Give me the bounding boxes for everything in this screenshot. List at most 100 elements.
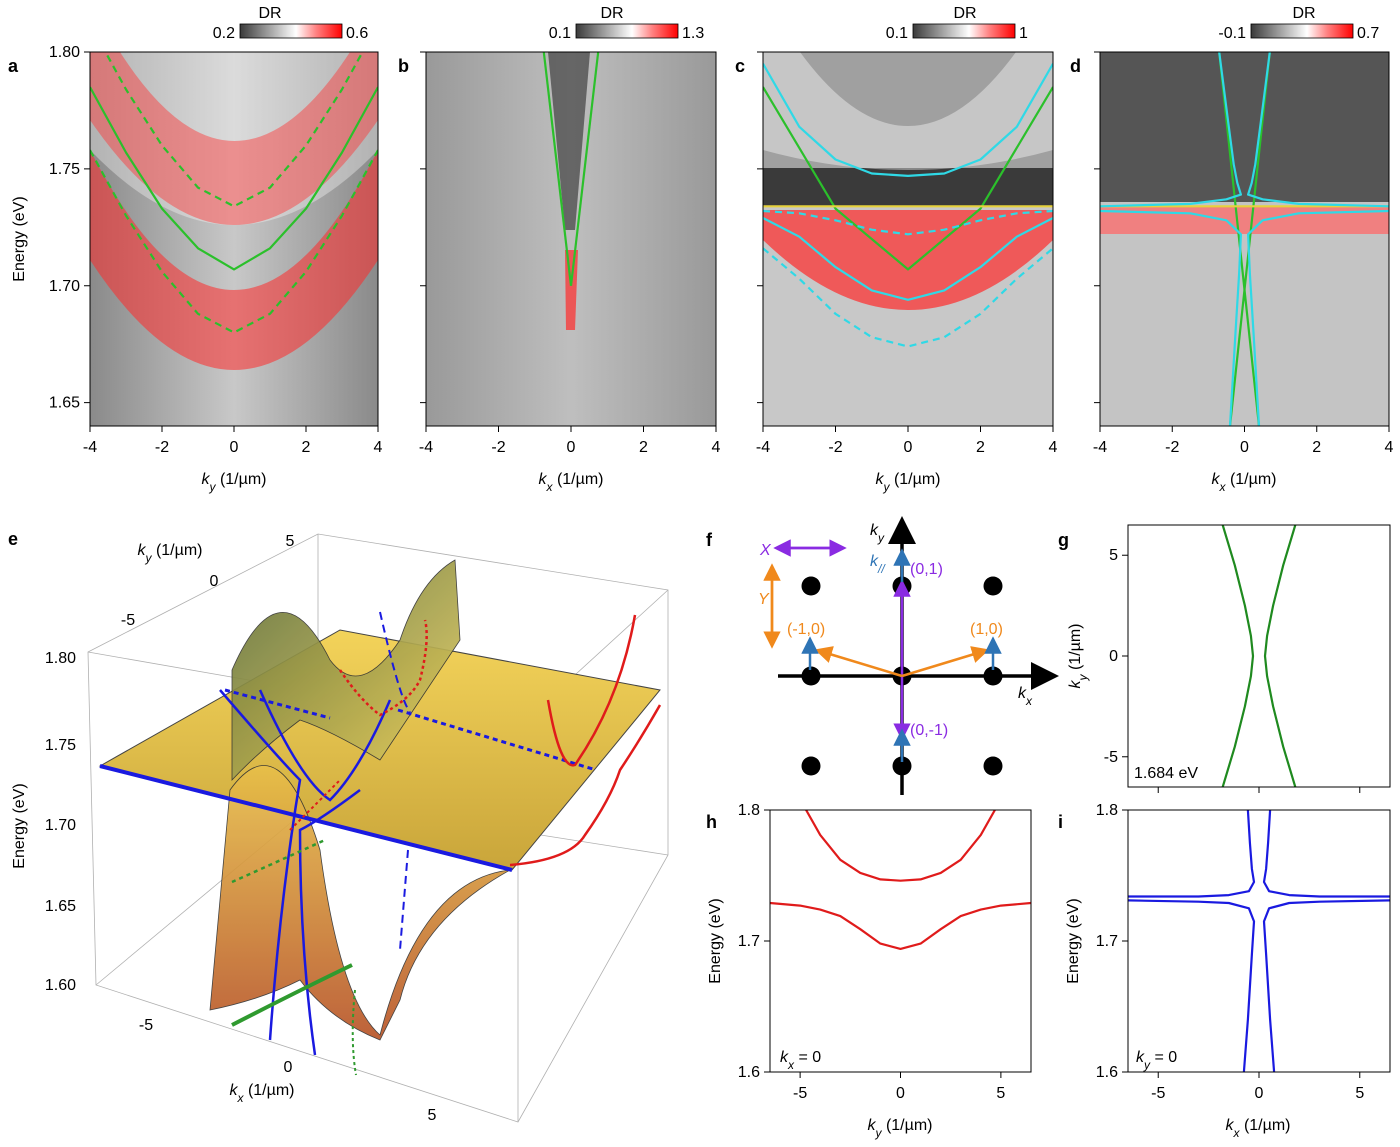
y-tick-label-a-3: 1.80 (49, 44, 80, 61)
f-legend-kpar: k// (870, 553, 886, 576)
e-ky-label: ky (1/µm) (138, 542, 203, 565)
f-legend: X Y k// (758, 539, 886, 649)
y-tick-label-h-1: 1.7 (738, 933, 760, 950)
y-tick-label-i-0: 1.6 (1096, 1064, 1118, 1081)
series-h-upper (805, 810, 996, 882)
series-d-photon_left (1218, 52, 1261, 426)
plot-a-lines (90, 52, 378, 334)
e-ky-tick-1: 0 (210, 573, 219, 590)
series-c-lower_dashed (763, 247, 1053, 348)
e-kx-label: kx (1/µm) (230, 1082, 295, 1105)
colorbar-a-label: DR (258, 5, 281, 22)
x-axis-label-a: ky (1/µm) (202, 471, 267, 494)
y-tick-label-a-2: 1.75 (49, 161, 80, 178)
x-tick-label-h-0: -5 (793, 1085, 807, 1102)
panel-d: d DR -0.1 0.7 -4 -2 0 2 4 kx (1/µm) (1070, 5, 1394, 494)
panel-e: e ky (1/µm) 5 (8, 529, 669, 1124)
series-a-center (90, 86, 378, 271)
plot-h-lines (770, 810, 1031, 951)
x-tick-label-i-1: 0 (1255, 1085, 1264, 1102)
x-tick-label-a-0: -4 (83, 439, 97, 456)
x-tick-label-b-1: -2 (491, 439, 505, 456)
plot-d-lines (1100, 52, 1389, 426)
f-arrows (801, 548, 1002, 762)
series-g-left (1221, 525, 1255, 787)
surface-3d (98, 559, 662, 1076)
x-tick-label-i-0: -5 (1151, 1085, 1165, 1102)
x-axis-label-h: ky (1/µm) (868, 1117, 933, 1140)
f-legend-y: Y (758, 591, 770, 608)
x-tick-label-d-4: 4 (1385, 439, 1394, 456)
y-axis-label-h: Energy (eV) (707, 898, 724, 983)
series-g-right (1263, 525, 1297, 787)
lattice-point-7 (892, 756, 912, 776)
y-ticks-g: -5 0 5 (1104, 547, 1128, 766)
e-kx-axis: -5 0 5 kx (1/µm) (139, 1017, 437, 1124)
x-tick-label-b-2: 0 (567, 439, 576, 456)
series-b-left (542, 52, 573, 286)
colorbar-d-max: 0.7 (1357, 25, 1379, 42)
lattice-point-0 (801, 576, 821, 596)
x-axis-label-i: kx (1/µm) (1226, 1117, 1291, 1140)
y-tick-label-h-0: 1.6 (738, 1064, 760, 1081)
f-kx-label: kx (1018, 685, 1033, 708)
colorbar-b-min: 0.1 (549, 25, 571, 42)
y-ticks-b (420, 51, 426, 404)
colorbar-c-min: 0.1 (886, 25, 908, 42)
y-axis-label-g: ky (1/µm) (1067, 624, 1090, 689)
colorbar-b-max: 1.3 (682, 25, 704, 42)
x-tick-label-d-3: 2 (1312, 439, 1321, 456)
plot-g-lines (1221, 525, 1297, 787)
x-tick-label-d-1: -2 (1165, 439, 1179, 456)
panel-label-h: h (706, 812, 717, 832)
plot-c-lines (763, 63, 1053, 348)
colorbar-d-label: DR (1292, 5, 1315, 22)
y-tick-label-g-1: 0 (1109, 648, 1118, 665)
series-d-upper_right (1246, 52, 1389, 208)
series-d-upper_left (1100, 52, 1243, 208)
panel-label-f: f (706, 530, 713, 550)
lattice-point-5 (983, 666, 1003, 686)
x-ticks-h: -5 0 5 (793, 1072, 1005, 1102)
e-kx-tick-1: 0 (284, 1059, 293, 1076)
e-energy-axis: 1.80 1.75 1.70 1.65 1.60 Energy (eV) (11, 650, 76, 994)
e-energy-tick-0: 1.80 (45, 650, 76, 667)
x-tick-label-b-3: 2 (639, 439, 648, 456)
x-tick-label-c-0: -4 (756, 439, 770, 456)
series-c-upper_dashed (763, 209, 1053, 236)
plot-b-lines (542, 52, 600, 286)
f-legend-x: X (759, 542, 772, 559)
colorbar-a-min: 0.2 (213, 25, 235, 42)
panel-label-c: c (735, 56, 745, 76)
colorbar-d-min: -0.1 (1218, 25, 1246, 42)
y-ticks-c (757, 51, 763, 404)
series-c-lower_polariton (763, 217, 1053, 301)
y-tick-label-h-2: 1.8 (738, 802, 760, 819)
series-a-upper (104, 52, 364, 208)
panel-a: a DR 0.2 0.6 -4 -2 0 2 4 1.65 1.70 1.75 1.80 ky… (8, 5, 383, 494)
e-ky-axis: ky (1/µm) 5 0 -5 (121, 533, 295, 629)
colorbar-c-label: DR (953, 5, 976, 22)
x-axis-label-b: kx (1/µm) (539, 471, 604, 494)
e-energy-tick-1: 1.75 (45, 737, 76, 754)
panel-g: g -5 0 5 1.684 eV ky (1/µm) (1058, 524, 1391, 793)
lattice-point-3 (801, 666, 821, 686)
e-energy-tick-3: 1.65 (45, 898, 76, 915)
panel-label-d: d (1070, 56, 1081, 76)
panel-label-i: i (1058, 812, 1063, 832)
x-tick-label-a-3: 2 (302, 439, 311, 456)
series-i-lower_right (1262, 899, 1390, 1072)
panel-label-b: b (398, 56, 409, 76)
y-tick-label-i-2: 1.8 (1096, 802, 1118, 819)
e-ky-tick-2: -5 (121, 612, 135, 629)
x-tick-label-h-2: 5 (996, 1085, 1005, 1102)
panel-label-a: a (8, 56, 19, 76)
panel-i: i -5 0 5 1.6 1.7 1.8 ky = 0 kx (1/µm) Energy… (1058, 802, 1391, 1140)
colorbar-d: DR -0.1 0.7 (1218, 5, 1379, 42)
panel-f: f kx ky X Y k// (0,1) (-1,0) (1,0) (0,- (706, 516, 1059, 795)
x-ticks-i: -5 0 5 (1151, 1072, 1364, 1102)
y-ticks-a: 1.65 1.70 1.75 1.80 (49, 44, 90, 412)
plot-i-lines (1128, 810, 1390, 1072)
e-ky-tick-0: 5 (286, 533, 295, 550)
colorbar-a-max: 0.6 (346, 25, 368, 42)
